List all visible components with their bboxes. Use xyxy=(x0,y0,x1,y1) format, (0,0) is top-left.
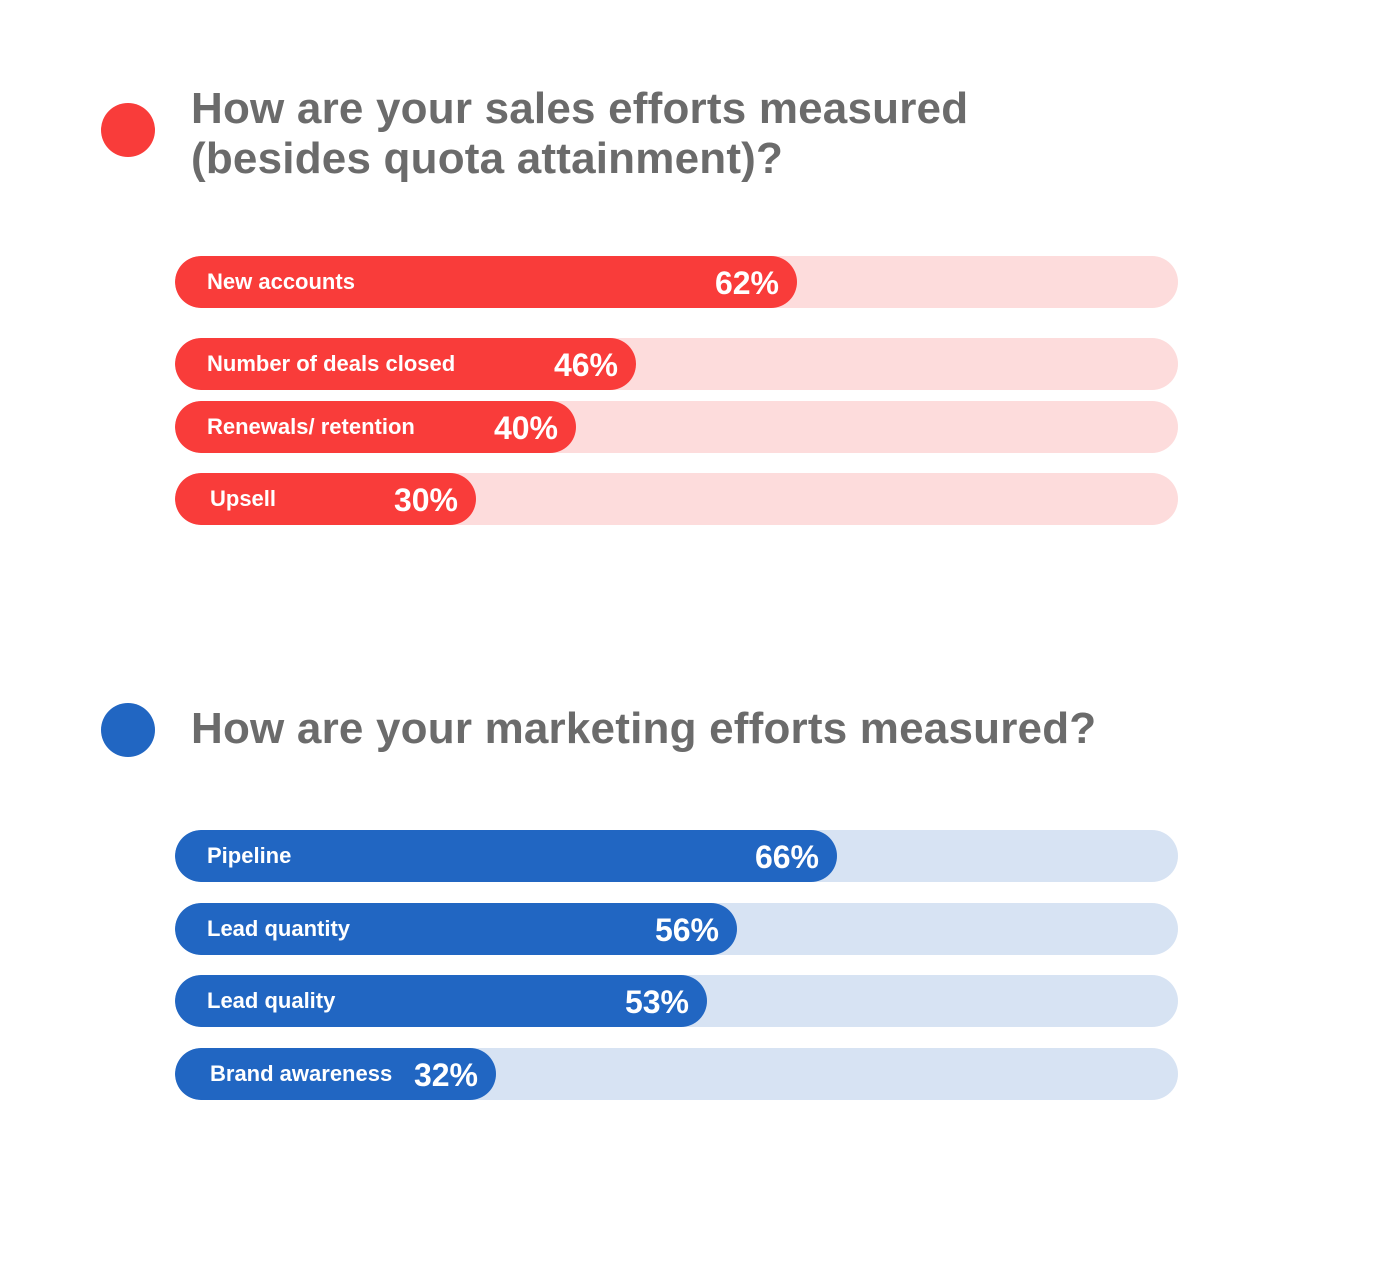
marketing-marker-dot xyxy=(101,703,155,757)
sales-bar-value: 30% xyxy=(393,482,458,518)
sales-bar-track: Upsell 30% xyxy=(175,473,1178,525)
marketing-bar xyxy=(175,903,737,955)
sales-bar-track: Number of deals closed 46% xyxy=(175,338,1178,390)
marketing-bar-value: 53% xyxy=(624,984,689,1020)
sales-bar xyxy=(175,401,576,453)
sales-bar-label: New accounts xyxy=(207,269,355,294)
marketing-bar-track: Pipeline 66% xyxy=(175,830,1178,882)
marketing-chart-title: How are your marketing efforts measured? xyxy=(191,704,1097,753)
sales-bar-label: Upsell xyxy=(210,486,277,511)
marketing-bar xyxy=(175,1048,496,1100)
marketing-bar-track: Lead quantity 56% xyxy=(175,903,1178,955)
marketing-bar-label: Lead quality xyxy=(207,988,336,1013)
sales-bar xyxy=(175,338,636,390)
marketing-bar-label: Brand awareness xyxy=(210,1061,393,1086)
sales-bar-track: Renewals/ retention 40% xyxy=(175,401,1178,453)
marketing-bar-value: 32% xyxy=(413,1057,478,1093)
sales-bar-value: 46% xyxy=(553,347,618,383)
sales-marker-dot xyxy=(101,103,155,157)
marketing-bar-value: 66% xyxy=(754,839,819,875)
sales-chart-title: How are your sales efforts measured (bes… xyxy=(191,84,969,183)
marketing-bar-track: Lead quality 53% xyxy=(175,975,1178,1027)
sales-bar xyxy=(175,473,476,525)
sales-bar xyxy=(175,256,797,308)
marketing-bar-label: Pipeline xyxy=(207,843,292,868)
marketing-bar-track: Brand awareness 32% xyxy=(175,1048,1178,1100)
marketing-bar xyxy=(175,830,837,882)
sales-bar-label: Number of deals closed xyxy=(207,351,456,376)
sales-bar-value: 40% xyxy=(493,410,558,446)
marketing-bar-label: Lead quantity xyxy=(207,916,351,941)
sales-bar-value: 62% xyxy=(714,265,779,301)
marketing-bar-value: 56% xyxy=(654,912,719,948)
marketing-bar xyxy=(175,975,707,1027)
sales-bar-label: Renewals/ retention xyxy=(207,414,415,439)
sales-bar-track: New accounts 62% xyxy=(175,256,1178,308)
